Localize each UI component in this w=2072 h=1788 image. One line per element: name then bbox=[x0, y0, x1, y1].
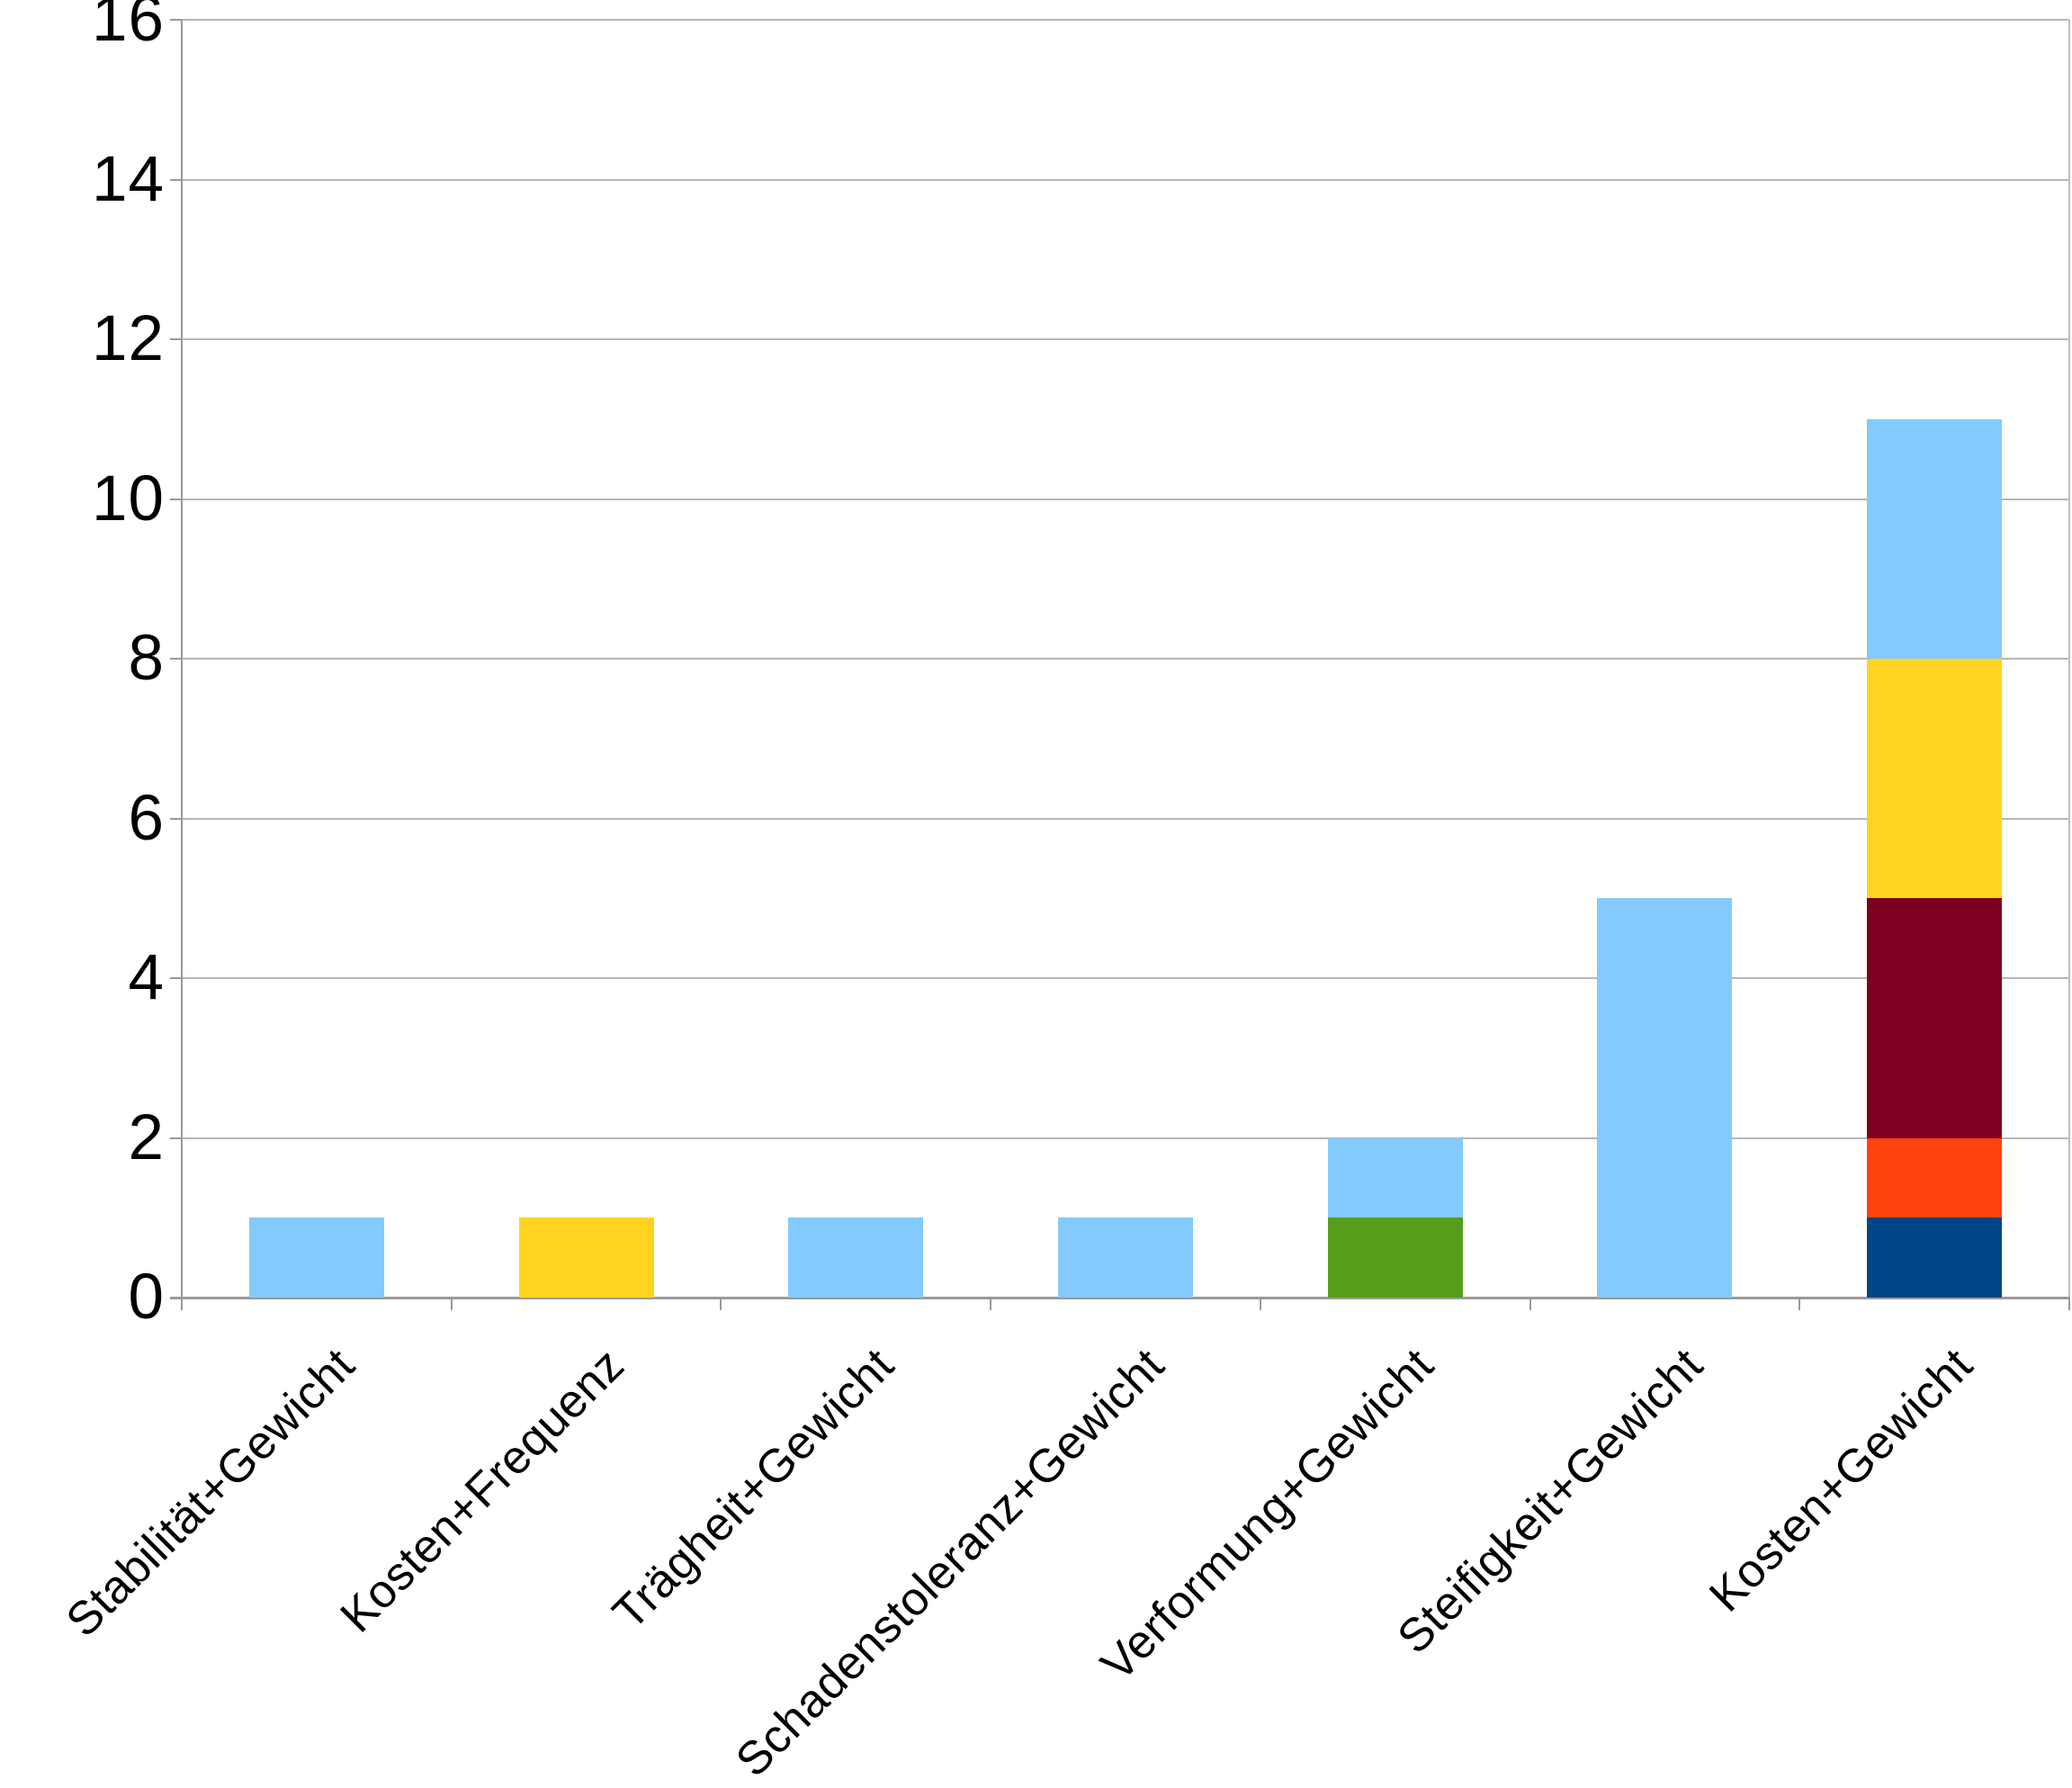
bar-segment-4-0-green bbox=[1327, 1217, 1463, 1298]
bar-segment-6-3-yellow bbox=[1867, 659, 2003, 899]
gridline-y-12 bbox=[182, 338, 2069, 340]
y-tick-12 bbox=[170, 338, 182, 340]
bar-segment-2-0-light-blue bbox=[788, 1217, 924, 1298]
x-axis-label-0: Stabilität+Gewicht bbox=[56, 1338, 365, 1648]
y-tick-16 bbox=[170, 19, 182, 21]
y-tick-10 bbox=[170, 498, 182, 500]
x-tick-1 bbox=[450, 1298, 453, 1310]
x-axis-label-2: Trägheit+Gewicht bbox=[603, 1338, 905, 1640]
bar-segment-6-2-dark-red bbox=[1867, 898, 2003, 1138]
x-tick-6 bbox=[1798, 1298, 1801, 1310]
bar-segment-3-0-light-blue bbox=[1058, 1217, 1193, 1298]
plot-right-border bbox=[2068, 20, 2070, 1298]
gridline-y-4 bbox=[182, 977, 2069, 979]
plot-area: 0 2 4 6 8 10 12 14 16 Stabilität+Gewicht Kosten+Fr… bbox=[56, 0, 2070, 1787]
gridline-y-8 bbox=[182, 658, 2069, 660]
x-axis-line bbox=[170, 1297, 2069, 1299]
y-axis-label-8: 8 bbox=[128, 623, 165, 694]
x-tick-3 bbox=[990, 1298, 992, 1310]
y-tick-4 bbox=[170, 977, 182, 979]
gridline-y-10 bbox=[182, 498, 2069, 500]
y-axis-label-14: 14 bbox=[92, 143, 165, 215]
bar-segment-5-0-light-blue bbox=[1597, 898, 1733, 1298]
y-axis-line bbox=[181, 20, 183, 1310]
y-axis-label-10: 10 bbox=[92, 463, 165, 535]
bar-segment-6-4-light-blue bbox=[1867, 418, 2003, 659]
x-axis-label-1: Kosten+Frequenz bbox=[330, 1338, 635, 1643]
y-tick-8 bbox=[170, 658, 182, 660]
stacked-bar-chart: 0 2 4 6 8 10 12 14 16 Stabilität+Gewicht Kosten+Fr… bbox=[56, 0, 2070, 1787]
x-axis-label-5: Steifigkeit+Gewicht bbox=[1387, 1338, 1714, 1665]
bar-segment-6-1-orange-red bbox=[1867, 1137, 2003, 1218]
gridline-y-6 bbox=[182, 817, 2069, 820]
y-tick-14 bbox=[170, 178, 182, 181]
x-tick-7 bbox=[2068, 1298, 2070, 1310]
gridline-y-2 bbox=[182, 1137, 2069, 1139]
x-tick-2 bbox=[720, 1298, 722, 1310]
x-tick-4 bbox=[1259, 1298, 1261, 1310]
y-axis-label-0: 0 bbox=[128, 1262, 165, 1333]
y-axis-label-16: 16 bbox=[92, 0, 165, 55]
bar-segment-6-0-dark-blue bbox=[1867, 1217, 2003, 1298]
x-axis-label-6: Kosten+Gewicht bbox=[1700, 1338, 1983, 1622]
y-tick-2 bbox=[170, 1137, 182, 1139]
bar-segment-1-0-yellow bbox=[518, 1217, 654, 1298]
x-axis-label-3: Schadenstoleranz+Gewicht bbox=[725, 1338, 1174, 1787]
y-axis-label-6: 6 bbox=[128, 782, 165, 854]
bar-segment-4-1-light-blue bbox=[1327, 1137, 1463, 1218]
gridline-y-16 bbox=[182, 19, 2069, 21]
y-axis-label-4: 4 bbox=[128, 942, 165, 1013]
y-axis-label-12: 12 bbox=[92, 303, 165, 374]
x-tick-0 bbox=[181, 1298, 183, 1310]
y-axis-label-2: 2 bbox=[128, 1101, 165, 1173]
bar-segment-0-0-light-blue bbox=[248, 1217, 384, 1298]
x-tick-5 bbox=[1529, 1298, 1531, 1310]
y-tick-6 bbox=[170, 817, 182, 820]
gridline-y-14 bbox=[182, 178, 2069, 181]
